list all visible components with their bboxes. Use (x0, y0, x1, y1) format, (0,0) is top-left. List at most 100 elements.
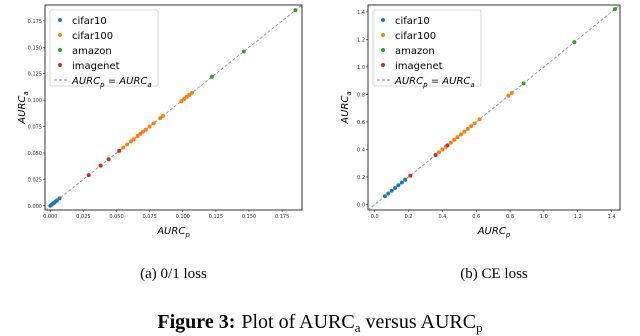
x-tick-label: 0.4 (438, 214, 446, 220)
point (448, 140, 453, 145)
x-tick-label: 0.175 (275, 214, 289, 220)
plot-frame (367, 4, 621, 211)
legend-label: AURCp = AURCa (71, 76, 152, 89)
caption-text: a (355, 320, 361, 335)
label-part: AURC (477, 226, 506, 237)
point (125, 142, 130, 147)
label-part: AURC (340, 96, 351, 125)
point (160, 113, 165, 118)
y-tick-label: 0.6 (357, 120, 365, 126)
y-tick-label: 0.025 (28, 177, 42, 183)
x-tick-label: 1.0 (540, 214, 548, 220)
legend-label: amazon (72, 46, 112, 57)
label-part: p (505, 231, 511, 239)
x-tick-label: 1.4 (608, 214, 616, 220)
label-part: p (422, 81, 428, 89)
legend-label: cifar100 (72, 31, 113, 42)
point (612, 7, 617, 12)
point (121, 145, 126, 150)
point (143, 127, 148, 132)
legend-label: cifar100 (395, 31, 436, 42)
figure-caption: Figure 3: Plot of AURCa versus AURCp (157, 311, 482, 335)
legend-marker (381, 63, 385, 67)
point (190, 90, 195, 95)
x-tick-label: 0.000 (43, 214, 57, 220)
point (572, 40, 577, 45)
legend-box (372, 9, 482, 87)
y-tick-label: 1.0 (357, 65, 365, 71)
y-tick-label: 1.4 (357, 10, 365, 16)
point (151, 121, 156, 126)
point (131, 137, 136, 142)
legend-marker (58, 33, 62, 37)
caption-text: p (476, 320, 483, 335)
label-part: a (147, 81, 151, 89)
label-part: p (99, 81, 105, 89)
x-axis-label: AURCp (477, 226, 511, 239)
point (509, 91, 514, 96)
x-tick-label: 0.075 (142, 214, 156, 220)
x-tick-label: 0.2 (405, 214, 413, 220)
point (382, 194, 387, 199)
y-tick-label: 0.125 (28, 72, 42, 78)
label-part: = AURC (105, 76, 148, 87)
x-tick-label: 0.8 (506, 214, 514, 220)
legend-label: AURCp = AURCa (394, 76, 475, 89)
reference-line (367, 4, 621, 211)
point (389, 188, 394, 193)
legend-marker (381, 48, 385, 52)
y-tick-label: 0.150 (28, 45, 42, 51)
point (472, 121, 477, 126)
subcaption: (b) CE loss (460, 266, 528, 282)
point (408, 173, 413, 178)
point (437, 150, 442, 155)
x-tick-label: 1.2 (574, 214, 582, 220)
label-part: p (184, 231, 190, 239)
point (399, 180, 404, 185)
point (465, 126, 470, 131)
label-part: AURC (71, 76, 100, 87)
y-tick-label: 0.8 (357, 92, 365, 98)
label-part: AURC (156, 226, 185, 237)
caption-text: versus AURC (361, 311, 477, 333)
point (57, 196, 62, 201)
point (469, 124, 474, 129)
label-part: a (22, 91, 30, 95)
subcaption: (a) 0/1 loss (140, 266, 207, 282)
point (293, 8, 298, 13)
caption-label: Figure 3: (157, 311, 235, 333)
point (86, 173, 91, 178)
point (147, 124, 152, 129)
point (241, 49, 246, 54)
label-part: = AURC (428, 76, 471, 87)
x-tick-label: 0.0 (371, 214, 379, 220)
legend-marker (58, 48, 62, 52)
y-tick-label: 1.2 (357, 37, 365, 43)
y-tick-label: 0.4 (357, 147, 365, 153)
legend-marker (381, 18, 385, 22)
y-tick-label: 0.000 (28, 204, 42, 210)
x-tick-label: 0.150 (242, 214, 256, 220)
point (433, 152, 438, 157)
y-tick-label: 0.100 (28, 98, 42, 104)
legend-label: cifar10 (395, 16, 430, 27)
point (506, 93, 511, 98)
legend-label: cifar10 (72, 16, 107, 27)
y-axis-label: AURCa (17, 91, 30, 124)
point (117, 148, 122, 153)
point (396, 183, 401, 188)
x-tick-label: 0.125 (209, 214, 223, 220)
y-tick-label: 0.2 (357, 175, 365, 181)
label-part: a (470, 81, 474, 89)
point (445, 143, 450, 148)
legend-marker (58, 63, 62, 67)
y-tick-label: 0.175 (28, 19, 42, 25)
legend-box (49, 9, 159, 87)
x-tick-label: 0.6 (472, 214, 480, 220)
x-axis-label: AURCp (156, 226, 190, 239)
label-part: a (345, 91, 353, 95)
legend-marker (381, 33, 385, 37)
point (98, 163, 103, 168)
